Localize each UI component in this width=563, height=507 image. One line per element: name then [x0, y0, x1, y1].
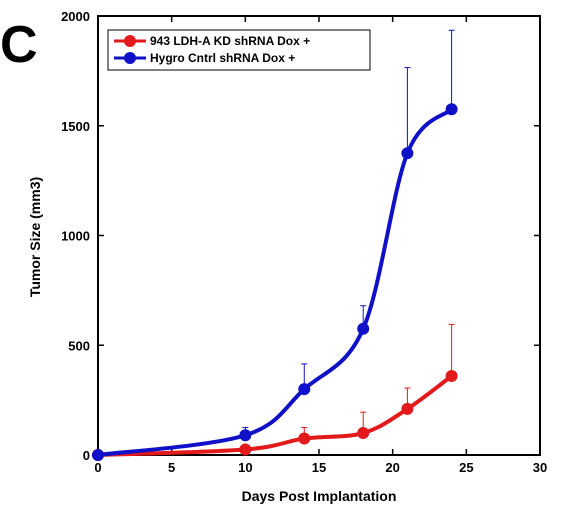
legend-box: [107, 29, 371, 71]
series-2: [92, 29, 458, 461]
data-point: [298, 383, 311, 396]
x-tick-label: 0: [94, 460, 101, 475]
series-line: [97, 107, 454, 457]
plot-frame: [97, 15, 541, 456]
x-tick-label: 15: [312, 460, 326, 475]
series-1: [92, 323, 458, 461]
y-tick-label: 0: [83, 448, 90, 463]
y-tick-label: 1000: [61, 229, 90, 244]
data-point: [92, 449, 104, 461]
legend-label-2: Hygro Cntrl shRNA Dox +: [150, 51, 295, 65]
y-axis-label: Tumor Size (mm3): [27, 177, 43, 297]
data-point: [445, 103, 458, 116]
data-point: [401, 402, 414, 415]
y-tick-label: 500: [68, 338, 90, 353]
x-tick-label: 30: [533, 460, 547, 475]
y-tick-label: 2000: [61, 9, 90, 24]
legend-label-1: 943 LDH-A KD shRNA Dox +: [150, 34, 310, 48]
legend: 943 LDH-A KD shRNA Dox + Hygro Cntrl shR…: [107, 29, 371, 71]
legend-swatch-marker-1: [124, 35, 136, 47]
x-tick-label: 10: [238, 460, 252, 475]
series-line: [97, 374, 453, 457]
legend-swatch-marker-2: [124, 52, 136, 64]
x-tick-label: 5: [168, 460, 175, 475]
plot-area: 0 5 10 15 20 25 30 0 500 1000 1500 2000: [61, 9, 547, 475]
x-tick-label: 25: [459, 460, 473, 475]
x-axis-label: Days Post Implantation: [242, 488, 397, 504]
data-point: [357, 322, 370, 335]
data-point: [239, 429, 252, 442]
data-point: [445, 369, 458, 382]
data-point: [357, 427, 370, 440]
y-tick-label: 1500: [61, 119, 90, 134]
x-tick-label: 20: [385, 460, 399, 475]
data-point: [298, 432, 311, 445]
data-point: [401, 147, 414, 160]
data-point: [239, 443, 252, 456]
panel-label: C: [0, 16, 38, 74]
